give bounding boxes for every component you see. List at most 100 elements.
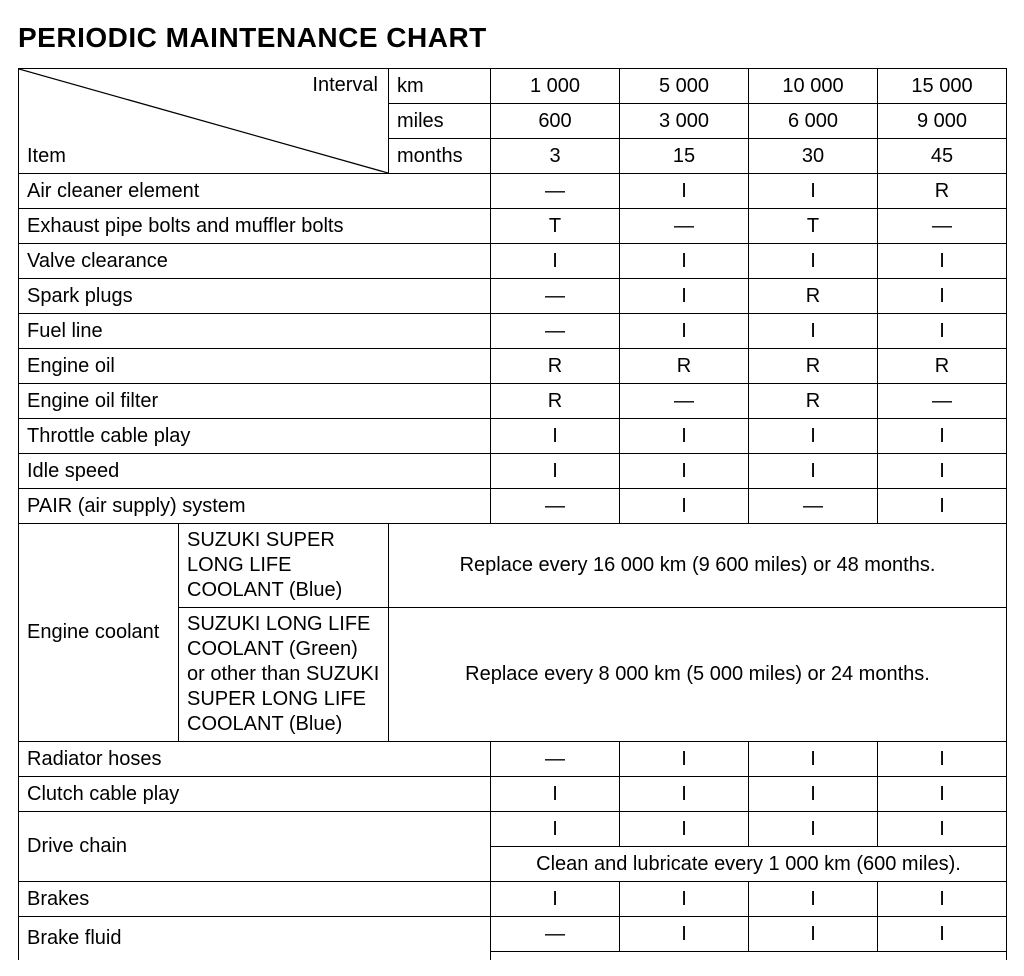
interval-value: 45 xyxy=(878,139,1007,174)
action-cell: I xyxy=(878,244,1007,279)
interval-value: 15 xyxy=(620,139,749,174)
action-cell: I xyxy=(878,917,1007,952)
action-cell: I xyxy=(491,812,620,847)
action-cell: I xyxy=(620,742,749,777)
table-row: Air cleaner element—IIR xyxy=(19,174,1007,209)
interval-value: 3 000 xyxy=(620,104,749,139)
action-cell: T xyxy=(491,209,620,244)
action-cell: R xyxy=(878,174,1007,209)
item-cell: Idle speed xyxy=(19,454,491,489)
brake-fluid-row-1: Brake fluid — I I I xyxy=(19,917,1007,952)
table-row: Fuel line—III xyxy=(19,314,1007,349)
interval-value: 6 000 xyxy=(749,104,878,139)
interval-value: 5 000 xyxy=(620,69,749,104)
interval-value: 3 xyxy=(491,139,620,174)
interval-value: 9 000 xyxy=(878,104,1007,139)
action-cell: R xyxy=(620,349,749,384)
page-title: PERIODIC MAINTENANCE CHART xyxy=(18,22,1006,54)
coolant-note: Replace every 8 000 km (5 000 miles) or … xyxy=(389,608,1007,742)
action-cell: I xyxy=(491,454,620,489)
action-cell: — xyxy=(491,917,620,952)
action-cell: — xyxy=(491,279,620,314)
action-cell: T xyxy=(749,209,878,244)
table-row: Valve clearanceIIII xyxy=(19,244,1007,279)
header-item-interval-cell: Interval Item xyxy=(19,69,389,174)
action-cell: I xyxy=(749,174,878,209)
unit-label: km xyxy=(389,69,491,104)
item-cell: Engine oil filter xyxy=(19,384,491,419)
action-cell: I xyxy=(878,777,1007,812)
action-cell: I xyxy=(749,742,878,777)
interval-value: 10 000 xyxy=(749,69,878,104)
action-cell: I xyxy=(491,419,620,454)
item-cell: Engine coolant xyxy=(19,524,179,742)
action-cell: — xyxy=(491,314,620,349)
table-row: Exhaust pipe bolts and muffler boltsT—T— xyxy=(19,209,1007,244)
action-cell: I xyxy=(878,419,1007,454)
action-cell: I xyxy=(749,454,878,489)
action-cell: I xyxy=(749,882,878,917)
item-label: Item xyxy=(27,144,66,169)
table-row: Idle speedIIII xyxy=(19,454,1007,489)
item-cell: Clutch cable play xyxy=(19,777,491,812)
item-cell: Valve clearance xyxy=(19,244,491,279)
action-cell: I xyxy=(878,742,1007,777)
action-cell: R xyxy=(749,349,878,384)
coolant-variant: SUZUKI SUPER LONG LIFE COOLANT (Blue) xyxy=(179,524,389,608)
table-row: Engine oilRRRR xyxy=(19,349,1007,384)
coolant-variant: SUZUKI LONG LIFE COOLANT (Green) or othe… xyxy=(179,608,389,742)
coolant-row-1: Engine coolant SUZUKI SUPER LONG LIFE CO… xyxy=(19,524,1007,608)
item-cell: Engine oil xyxy=(19,349,491,384)
drive-chain-note: Clean and lubricate every 1 000 km (600 … xyxy=(491,847,1007,882)
action-cell: I xyxy=(491,882,620,917)
action-cell: I xyxy=(749,419,878,454)
maintenance-table: Interval Item km 1 000 5 000 10 000 15 0… xyxy=(18,68,1007,960)
action-cell: R xyxy=(491,384,620,419)
action-cell: I xyxy=(620,917,749,952)
interval-value: 15 000 xyxy=(878,69,1007,104)
action-cell: R xyxy=(749,384,878,419)
unit-label: months xyxy=(389,139,491,174)
action-cell: I xyxy=(878,279,1007,314)
action-cell: I xyxy=(878,882,1007,917)
item-cell: Throttle cable play xyxy=(19,419,491,454)
action-cell: I xyxy=(878,812,1007,847)
action-cell: I xyxy=(620,812,749,847)
action-cell: — xyxy=(491,489,620,524)
item-cell: PAIR (air supply) system xyxy=(19,489,491,524)
cutoff-cell xyxy=(491,952,1007,961)
coolant-note: Replace every 16 000 km (9 600 miles) or… xyxy=(389,524,1007,608)
item-cell: Fuel line xyxy=(19,314,491,349)
item-cell: Brake fluid xyxy=(19,917,491,961)
action-cell: I xyxy=(878,314,1007,349)
action-cell: I xyxy=(620,314,749,349)
brakes-row: Brakes I I I I xyxy=(19,882,1007,917)
action-cell: R xyxy=(749,279,878,314)
unit-label: miles xyxy=(389,104,491,139)
action-cell: I xyxy=(620,244,749,279)
action-cell: I xyxy=(620,454,749,489)
action-cell: R xyxy=(878,349,1007,384)
item-cell: Brakes xyxy=(19,882,491,917)
action-cell: I xyxy=(878,454,1007,489)
action-cell: I xyxy=(491,244,620,279)
table-row: Throttle cable playIIII xyxy=(19,419,1007,454)
drive-chain-row-1: Drive chain I I I I xyxy=(19,812,1007,847)
table-row: Spark plugs—IRI xyxy=(19,279,1007,314)
action-cell: I xyxy=(620,174,749,209)
action-cell: I xyxy=(620,777,749,812)
interval-value: 600 xyxy=(491,104,620,139)
table-row: PAIR (air supply) system—I—I xyxy=(19,489,1007,524)
interval-value: 30 xyxy=(749,139,878,174)
action-cell: — xyxy=(878,384,1007,419)
table-row: Radiator hoses—III xyxy=(19,742,1007,777)
action-cell: I xyxy=(749,917,878,952)
action-cell: I xyxy=(620,279,749,314)
action-cell: I xyxy=(491,777,620,812)
item-cell: Drive chain xyxy=(19,812,491,882)
action-cell: I xyxy=(749,244,878,279)
action-cell: — xyxy=(620,209,749,244)
action-cell: I xyxy=(749,314,878,349)
action-cell: I xyxy=(620,882,749,917)
action-cell: — xyxy=(491,174,620,209)
